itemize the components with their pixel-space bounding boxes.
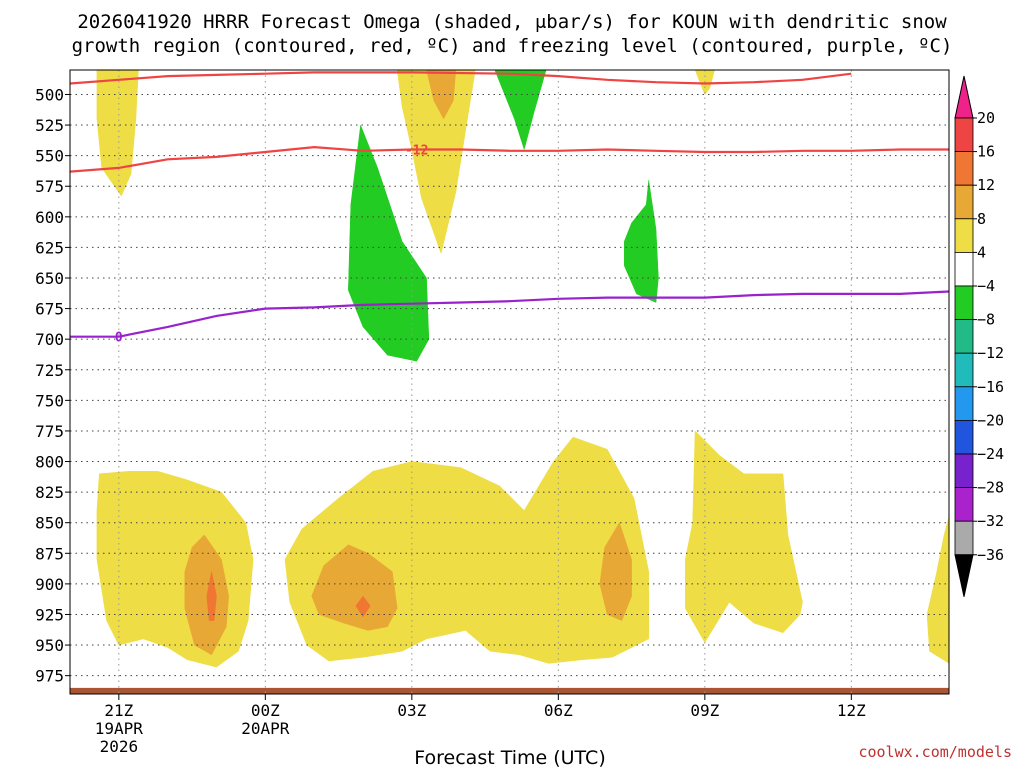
plot-area: -12 0 <box>69 69 950 695</box>
x-tick-label: 03Z <box>397 701 426 720</box>
x-tick-sublabel: 19APR <box>95 719 144 738</box>
contour-dgz--12C <box>70 145 949 173</box>
y-tick-label: 625 <box>35 238 64 257</box>
contour-lines: -12 0 <box>70 71 949 346</box>
y-tick-label: 750 <box>35 391 64 410</box>
colorbar-swatch <box>954 352 974 388</box>
colorbar-swatch <box>954 520 974 556</box>
colorbar-swatch <box>954 251 974 287</box>
x-tick-label: 06Z <box>544 701 573 720</box>
chart-title-line2: growth region (contoured, red, ºC) and f… <box>72 35 953 57</box>
contour-dgz--12C-(upper) <box>70 71 852 85</box>
colorbar-tick-label: −24 <box>977 445 1004 463</box>
y-tick-label: 925 <box>35 605 64 624</box>
terrain-strip <box>70 687 949 694</box>
colorbar-tick-label: −36 <box>977 546 1004 564</box>
colorbar-swatch <box>954 319 974 354</box>
y-tick-label: 950 <box>35 636 64 655</box>
omega-shading <box>96 70 949 668</box>
y-tick-label: 775 <box>35 422 64 441</box>
shade-sink-02z <box>348 125 430 362</box>
colorbar-tick-label: −8 <box>977 311 995 329</box>
shade-sink-05z <box>494 70 547 151</box>
shade-rise-21z-upper <box>96 70 139 197</box>
credit-text: coolwx.com/models <box>858 743 1012 761</box>
colorbar-swatch <box>954 184 974 220</box>
colorbar-tick-label: −32 <box>977 512 1004 530</box>
colorbar-extend-bottom <box>954 554 974 597</box>
colorbar-swatch <box>954 151 974 186</box>
y-tick-label: 600 <box>35 208 64 227</box>
x-tick-sublabel: 20APR <box>241 719 290 738</box>
colorbar-swatch <box>954 218 974 253</box>
colorbar-swatch <box>954 419 974 455</box>
contour-label: -12 <box>405 144 428 159</box>
contour-freezing-level-0C <box>70 290 949 338</box>
y-tick-label: 900 <box>35 575 64 594</box>
y-tick-label: 725 <box>35 361 64 380</box>
colorbar-extend-top <box>954 75 974 119</box>
colorbar-swatch <box>954 453 974 488</box>
colorbar-tick-label: −20 <box>977 411 1004 429</box>
colorbar-swatch <box>954 487 974 522</box>
colorbar-tick-label: −28 <box>977 479 1004 497</box>
colorbar-tick-label: 20 <box>977 109 995 127</box>
colorbar-tick-label: 12 <box>977 176 995 194</box>
plot-frame <box>69 69 950 695</box>
colorbar-tick-label: 4 <box>977 243 986 261</box>
x-tick-label: 12Z <box>837 701 866 720</box>
y-tick-label: 650 <box>35 269 64 288</box>
colorbar-tick-label: 16 <box>977 143 995 161</box>
shade-rise-02z-peak <box>355 595 371 618</box>
shade-rise-03z-upper <box>396 70 476 255</box>
shade-rise-03z-core <box>426 70 457 120</box>
x-tick-sublabel: 2026 <box>100 737 139 756</box>
colorbar-swatch <box>954 117 974 152</box>
colorbar-tick-label: −12 <box>977 344 1004 362</box>
y-tick-label: 875 <box>35 544 64 563</box>
y-tick-label: 500 <box>35 85 64 104</box>
y-tick-label: 675 <box>35 300 64 319</box>
grid-lines <box>70 70 949 694</box>
chart-title-line1: 2026041920 HRRR Forecast Omega (shaded, … <box>77 11 947 33</box>
shade-rise-02z-core <box>311 544 398 631</box>
colorbar: 20 16 12 8 4 −4 −8 −12 −16 −20 −24 −28 −32 −36 <box>954 75 1004 597</box>
x-tick-label: 00Z <box>251 701 280 720</box>
y-tick-label: 575 <box>35 177 64 196</box>
y-tick-label: 825 <box>35 483 64 502</box>
shade-rise-02z-low <box>284 436 649 664</box>
y-axis: 500 525 550 575 600 625 650 675 700 725 750 775 800 8… <box>35 85 70 686</box>
shade-rise-14z-low <box>926 516 949 664</box>
y-tick-label: 700 <box>35 330 64 349</box>
x-tick-label: 21Z <box>104 701 133 720</box>
y-tick-label: 525 <box>35 116 64 135</box>
shade-rise-09z-low <box>685 430 803 644</box>
y-tick-label: 550 <box>35 147 64 166</box>
x-tick-label: 09Z <box>690 701 719 720</box>
colorbar-swatch <box>954 386 974 421</box>
colorbar-tick-label: −4 <box>977 277 995 295</box>
shade-sink-0730z <box>624 180 659 303</box>
colorbar-tick-label: 8 <box>977 210 986 228</box>
colorbar-tick-label: −16 <box>977 378 1004 396</box>
y-tick-label: 800 <box>35 453 64 472</box>
colorbar-swatch <box>954 285 974 320</box>
y-tick-label: 975 <box>35 667 64 686</box>
y-tick-label: 850 <box>35 514 64 533</box>
x-axis-label: Forecast Time (UTC) <box>414 747 605 768</box>
terrain <box>70 687 949 694</box>
contour-label: 0 <box>115 331 123 346</box>
shade-rise-22z-low <box>96 471 254 668</box>
